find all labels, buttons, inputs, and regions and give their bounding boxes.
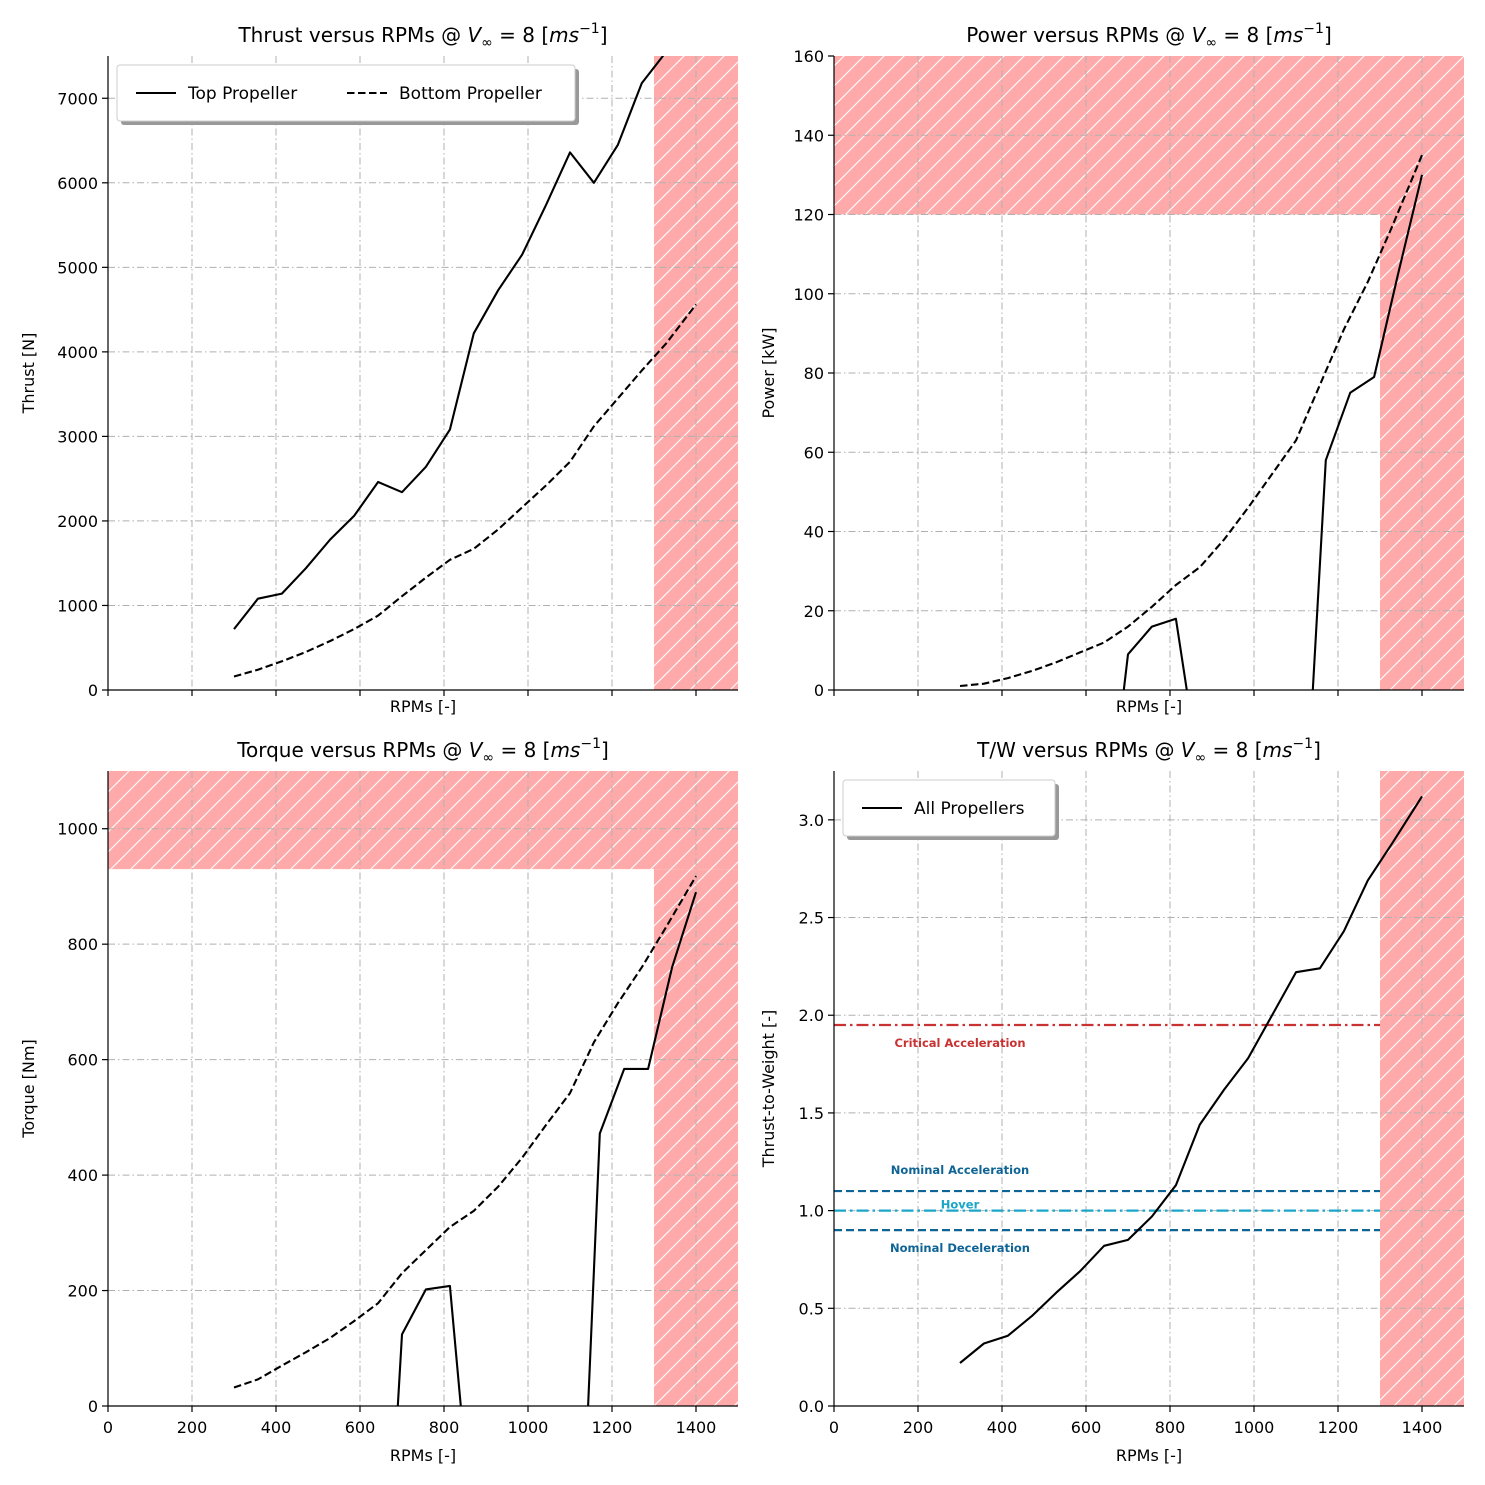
reference-line-label: Hover <box>941 1198 980 1212</box>
y-tick-label: 5000 <box>57 258 98 277</box>
series-line <box>233 56 665 630</box>
legend: Top Propeller Bottom Propeller <box>116 64 579 125</box>
legend-label: All Propellers <box>914 799 1025 819</box>
y-tick-label: 60 <box>804 443 824 462</box>
series-line <box>587 891 698 1406</box>
y-tick-label: 0 <box>88 681 98 700</box>
x-tick-label: 1200 <box>1318 1418 1359 1437</box>
y-axis-label: Power [kW] <box>759 327 778 418</box>
y-tick-label: 6000 <box>57 174 98 193</box>
y-tick-label: 80 <box>804 364 824 383</box>
y-tick-label: 0.0 <box>799 1397 824 1416</box>
x-axis-label: RPMs [-] <box>1116 697 1182 716</box>
x-tick-label: 1000 <box>508 1418 549 1437</box>
y-axis-label: Thrust [N] <box>19 333 38 415</box>
x-tick-label: 800 <box>429 1418 460 1437</box>
chart-title: Power versus RPMs @ V∞ = 8 [ms−1] <box>966 21 1332 51</box>
x-tick-label: 200 <box>177 1418 208 1437</box>
y-tick-label: 20 <box>804 602 824 621</box>
y-tick-label: 600 <box>67 1051 98 1070</box>
x-axis-label: RPMs [-] <box>390 697 456 716</box>
y-tick-label: 1.0 <box>799 1202 824 1221</box>
y-tick-label: 4000 <box>57 343 98 362</box>
legend: All Propellers <box>842 779 1059 840</box>
y-tick-label: 0.5 <box>799 1299 824 1318</box>
x-tick-label: 800 <box>1155 1418 1186 1437</box>
y-axis-label: Thrust-to-Weight [-] <box>759 1010 778 1169</box>
reference-line-label: Nominal Deceleration <box>890 1241 1030 1255</box>
x-tick-label: 1200 <box>592 1418 633 1437</box>
x-tick-label: 1400 <box>676 1418 717 1437</box>
series-group <box>959 795 1423 1364</box>
series-group <box>233 56 697 678</box>
y-tick-label: 0 <box>88 1397 98 1416</box>
y-tick-label: 800 <box>67 935 98 954</box>
y-tick-label: 400 <box>67 1166 98 1185</box>
y-axis-label: Torque [Nm] <box>19 1039 38 1138</box>
chart-title: Thrust versus RPMs @ V∞ = 8 [ms−1] <box>237 21 607 51</box>
y-tick-label: 0 <box>814 681 824 700</box>
reference-line-label: Nominal Acceleration <box>891 1163 1029 1177</box>
reference-line-label: Critical Acceleration <box>894 1036 1025 1050</box>
chart-panel-1: 0 1000 2000 3000 4000 5000 6000 7000 RPMs [-] Thr… <box>19 21 738 716</box>
y-tick-label: 7000 <box>57 89 98 108</box>
chart-panel-4: Critical Acceleration Nominal Acceleratio… <box>759 736 1464 1465</box>
y-tick-label: 3.0 <box>799 811 824 830</box>
chart-panel-3: 0 200 400 600 800 1000 0 200 400 600 800 1000 1200 14… <box>19 736 738 1465</box>
legend-box <box>116 64 576 122</box>
series-line <box>959 795 1423 1364</box>
y-tick-label: 3000 <box>57 427 98 446</box>
y-tick-label: 1000 <box>57 596 98 615</box>
legend-box <box>842 779 1056 837</box>
series-group <box>233 875 698 1406</box>
y-tick-label: 2.5 <box>799 909 824 928</box>
x-axis-label: RPMs [-] <box>1116 1446 1182 1465</box>
y-tick-label: 1.5 <box>799 1104 824 1123</box>
x-axis-label: RPMs [-] <box>390 1446 456 1465</box>
series-line <box>1311 174 1424 690</box>
y-tick-label: 160 <box>793 47 824 66</box>
x-tick-label: 600 <box>1071 1418 1102 1437</box>
x-tick-label: 0 <box>103 1418 113 1437</box>
x-tick-label: 1000 <box>1234 1418 1275 1437</box>
y-tick-label: 2.0 <box>799 1006 824 1025</box>
chart-panel-2: 0 20 40 60 80 100 120 140 160 RPMs [-] Power [kW] P… <box>759 21 1464 716</box>
x-tick-label: 0 <box>829 1418 839 1437</box>
x-tick-label: 400 <box>261 1418 292 1437</box>
series-line <box>959 154 1423 688</box>
y-tick-label: 140 <box>793 126 824 145</box>
y-tick-label: 40 <box>804 523 824 542</box>
chart-title: Torque versus RPMs @ V∞ = 8 [ms−1] <box>236 736 609 766</box>
y-tick-label: 100 <box>793 285 824 304</box>
x-tick-label: 600 <box>345 1418 376 1437</box>
series-line <box>396 1284 462 1406</box>
y-tick-label: 200 <box>67 1282 98 1301</box>
series-line <box>1122 617 1188 690</box>
restricted-hatch <box>108 771 738 870</box>
x-tick-label: 1400 <box>1402 1418 1443 1437</box>
x-tick-label: 200 <box>903 1418 934 1437</box>
series-line <box>233 875 697 1389</box>
x-tick-label: 400 <box>987 1418 1018 1437</box>
y-tick-label: 120 <box>793 206 824 225</box>
legend-label: Top Propeller <box>187 84 297 104</box>
legend-label: Bottom Propeller <box>399 84 542 104</box>
series-line <box>233 303 697 678</box>
series-group <box>959 154 1424 690</box>
chart-title: T/W versus RPMs @ V∞ = 8 [ms−1] <box>976 736 1321 766</box>
y-tick-label: 2000 <box>57 512 98 531</box>
y-tick-label: 1000 <box>57 820 98 839</box>
